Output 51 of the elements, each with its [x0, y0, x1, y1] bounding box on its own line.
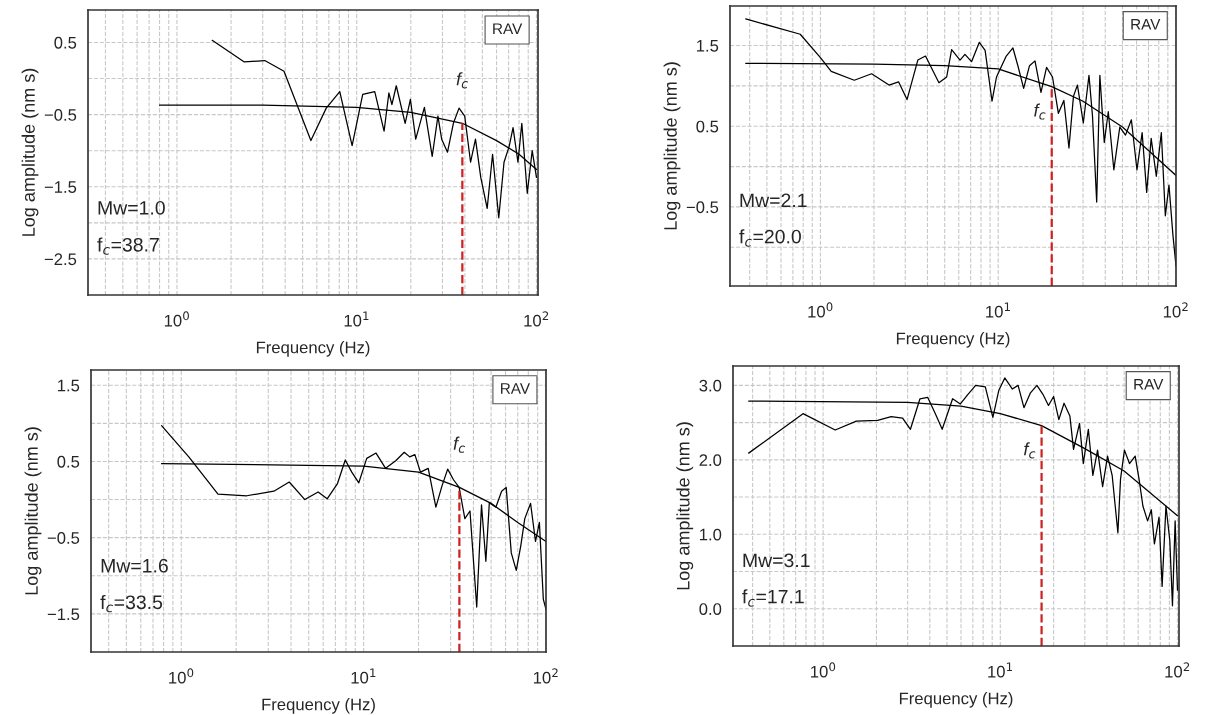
annotation: RAV	[1131, 19, 1161, 30]
x-axis-title: Frequency (Hz)	[899, 692, 1013, 708]
y-tick-label: −1.5	[47, 608, 80, 621]
y-axis-title: Log amplitude (nm s)	[676, 422, 694, 590]
annotation: Mw=1.6	[101, 558, 168, 573]
x-axis-title: Frequency (Hz)	[256, 341, 370, 357]
annotation: f$_{c}$=33.5	[100, 594, 163, 613]
x-tick-label: 10$^{0}$	[808, 302, 833, 318]
annotation: Mw=1.0	[98, 200, 165, 215]
y-tick-label: −0.5	[686, 201, 719, 214]
y-tick-label: 3.0	[699, 379, 722, 392]
annotation: f$_{c}$=17.1	[742, 589, 804, 607]
y-tick-label: 0.5	[54, 36, 77, 49]
y-axis-title: Log amplitude (nm s)	[21, 68, 39, 236]
x-axis-title: Frequency (Hz)	[262, 698, 375, 714]
annotation: Mw=3.1	[743, 553, 810, 568]
x-tick-label: 10$^{0}$	[164, 311, 189, 327]
y-tick-label: −1.5	[44, 181, 77, 193]
y-tick-label: 2.0	[699, 454, 722, 467]
y-tick-label: −0.5	[47, 532, 80, 544]
annotation: Mw=2.1	[740, 193, 807, 208]
y-tick-label: 1.5	[696, 40, 719, 52]
y-tick-label: −2.5	[44, 253, 77, 266]
ref-line-label: f$_{c}$	[456, 72, 468, 89]
annotation: RAV	[493, 23, 523, 34]
x-tick-label: 10$^{2}$	[1165, 662, 1190, 678]
y-axis-title: Log amplitude (nm s)	[663, 62, 681, 230]
y-tick-label: 0.0	[699, 603, 722, 615]
x-tick-label: 10$^{2}$	[533, 668, 558, 684]
y-tick-label: 1.0	[699, 528, 722, 541]
ref-line-label: f$_{c}$	[453, 436, 466, 453]
x-axis-title: Frequency (Hz)	[896, 332, 1010, 348]
x-tick-label: 10$^{2}$	[1163, 302, 1188, 318]
x-tick-label: 10$^{1}$	[351, 668, 376, 684]
annotation: RAV	[501, 383, 531, 394]
x-tick-label: 10$^{1}$	[986, 302, 1010, 318]
y-tick-label: 0.5	[57, 455, 80, 468]
x-tick-label: 10$^{1}$	[344, 311, 369, 327]
x-tick-label: 10$^{1}$	[988, 662, 1013, 678]
ref-line-label: f$_{c}$	[1023, 442, 1036, 459]
y-axis-title: Log amplitude (nm s)	[24, 427, 42, 595]
annotation: f$_{c}$=38.7	[97, 237, 159, 255]
x-tick-label: 10$^{2}$	[524, 311, 549, 327]
x-tick-label: 10$^{0}$	[169, 668, 194, 684]
ref-line-label: f$_{c}$	[1034, 103, 1046, 120]
y-tick-label: 0.5	[696, 120, 719, 133]
y-tick-label: 1.5	[57, 379, 80, 392]
x-tick-label: 10$^{0}$	[811, 662, 836, 678]
y-tick-label: −0.5	[44, 109, 77, 121]
annotation: f$_{c}$=20.0	[739, 229, 801, 247]
annotation: RAV	[1134, 379, 1164, 390]
